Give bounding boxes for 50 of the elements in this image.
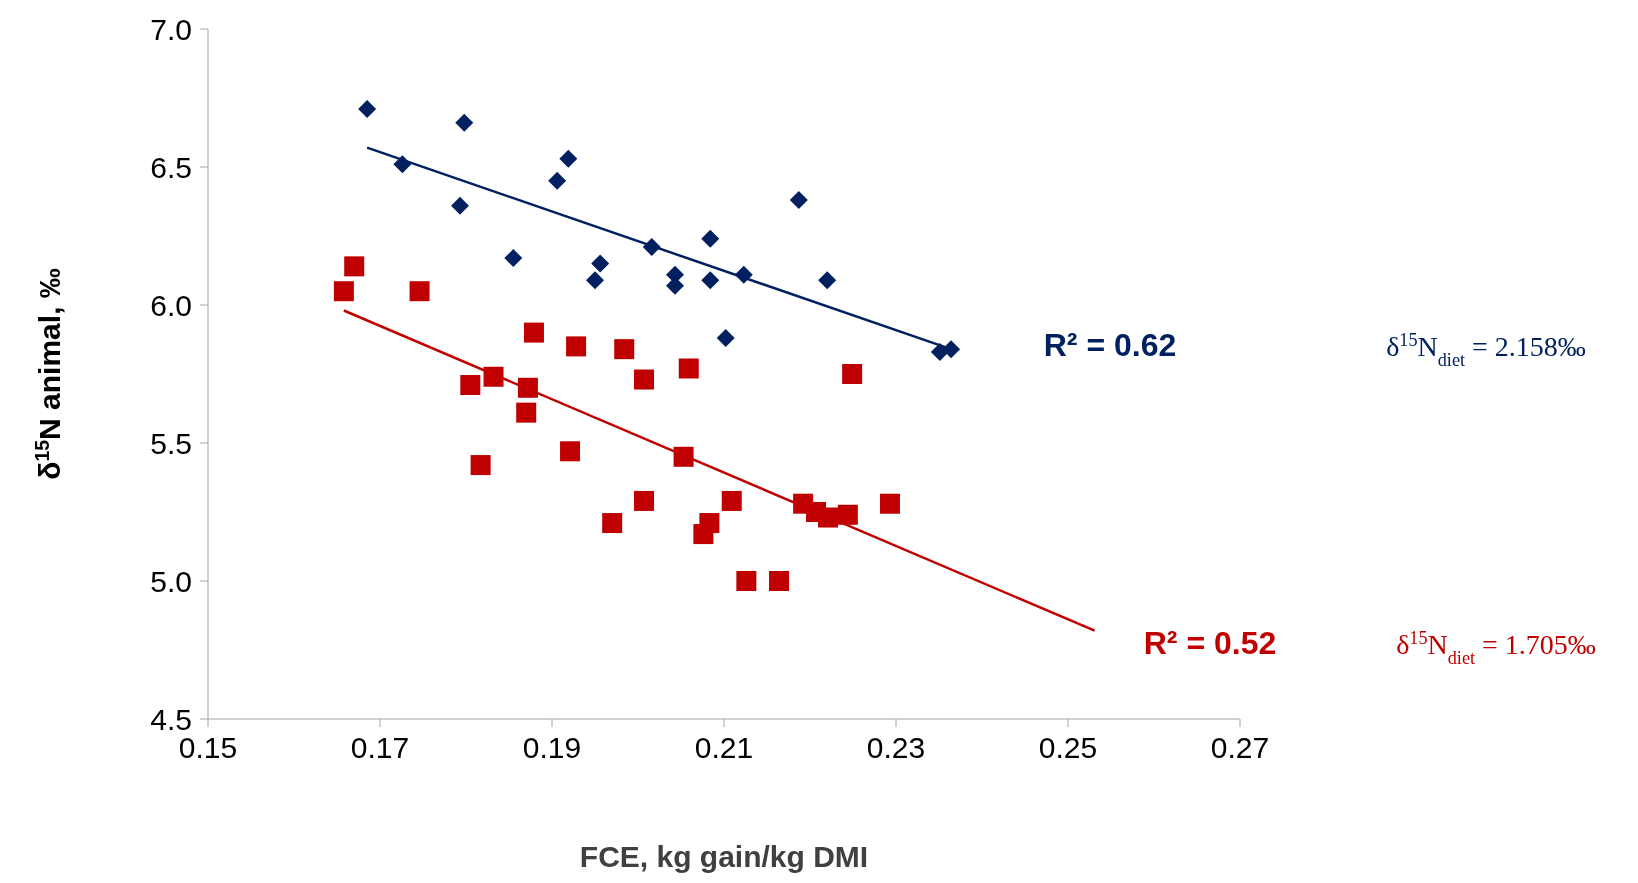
point: [450, 196, 469, 215]
point: [789, 191, 808, 210]
point: [678, 358, 699, 379]
point: [716, 329, 735, 348]
x-tick-label: 0.27: [1210, 731, 1270, 765]
point: [586, 271, 604, 290]
point: [721, 490, 742, 511]
point: [548, 171, 567, 190]
y-tick-label: 6.5: [150, 150, 192, 184]
point: [504, 249, 523, 268]
point: [559, 149, 578, 168]
point: [736, 571, 757, 591]
point: [344, 256, 365, 277]
point: [837, 504, 858, 525]
point: [769, 571, 790, 591]
x-tick-label: 0.25: [1038, 731, 1098, 765]
point: [358, 100, 377, 119]
point: [523, 322, 544, 343]
point: [818, 271, 837, 290]
point: [614, 339, 635, 360]
point: [879, 493, 900, 514]
point: [693, 524, 714, 545]
point: [591, 254, 610, 273]
point: [409, 281, 430, 302]
x-tick-label: 0.17: [350, 731, 410, 765]
y-tick-label: 5.0: [150, 564, 192, 598]
point: [333, 281, 354, 302]
point: [460, 375, 481, 396]
point: [566, 336, 587, 357]
point: [634, 490, 655, 511]
annotation: R² = 0.62: [1043, 327, 1177, 363]
x-axis-title: FCE, kg gain/kg DMI: [579, 840, 869, 873]
point: [602, 513, 623, 534]
x-tick-label: 0.19: [522, 731, 582, 765]
text: δ$^{15}$N$_{diet}$ = 2.158‰: [1386, 330, 1586, 370]
annotation: R² = 0.52: [1143, 625, 1277, 661]
point: [560, 441, 581, 462]
y-tick-label: 7.0: [150, 12, 192, 46]
point: [516, 402, 537, 423]
point: [634, 369, 655, 390]
x-tick-label: 0.21: [694, 731, 754, 765]
x-tick-label: 0.23: [866, 731, 926, 765]
text: δ$^{15}$N$_{diet}$ = 1.705‰: [1396, 628, 1596, 668]
point: [842, 364, 863, 384]
y-tick-label: 6.0: [150, 288, 192, 322]
y-tick-label: 5.5: [150, 426, 192, 460]
point: [701, 229, 720, 248]
point: [701, 271, 720, 290]
point: [470, 455, 491, 476]
point: [455, 113, 474, 132]
